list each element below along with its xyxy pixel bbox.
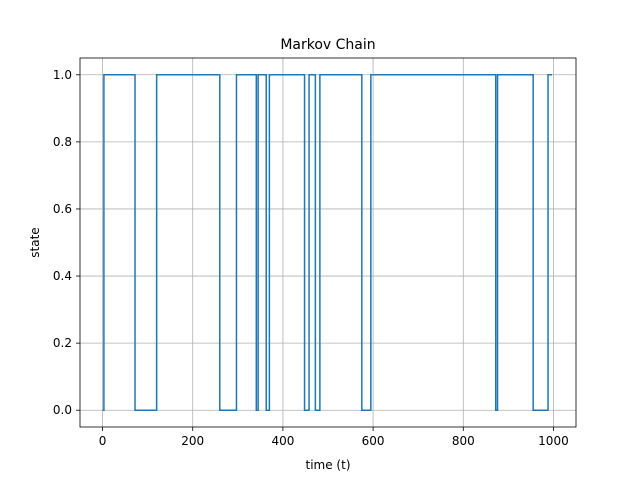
plot-frame xyxy=(79,57,577,428)
x-axis-ticks: 0 200 400 600 800 1000 xyxy=(99,427,569,448)
chart-title: Markov Chain xyxy=(280,37,375,53)
y-tick-label: 0.6 xyxy=(53,202,72,216)
y-tick-label: 0.4 xyxy=(53,269,72,283)
series-layer xyxy=(102,74,553,411)
y-tick-label: 1.0 xyxy=(53,68,72,82)
x-axis-label: time (t) xyxy=(306,458,351,472)
x-tick-label: 800 xyxy=(452,434,475,448)
y-tick-label: 0.8 xyxy=(53,135,72,149)
y-tick-label: 0.0 xyxy=(53,403,72,417)
grid xyxy=(80,58,576,427)
y-axis-ticks: 0.0 0.2 0.4 0.6 0.8 1.0 xyxy=(53,68,80,417)
x-tick-label: 0 xyxy=(99,434,107,448)
state-series-line xyxy=(102,74,553,411)
x-tick-label: 600 xyxy=(362,434,385,448)
x-tick-label: 200 xyxy=(181,434,204,448)
x-tick-label: 400 xyxy=(271,434,294,448)
y-tick-label: 0.2 xyxy=(53,336,72,350)
y-axis-label: state xyxy=(28,227,42,257)
x-tick-label: 1000 xyxy=(538,434,569,448)
